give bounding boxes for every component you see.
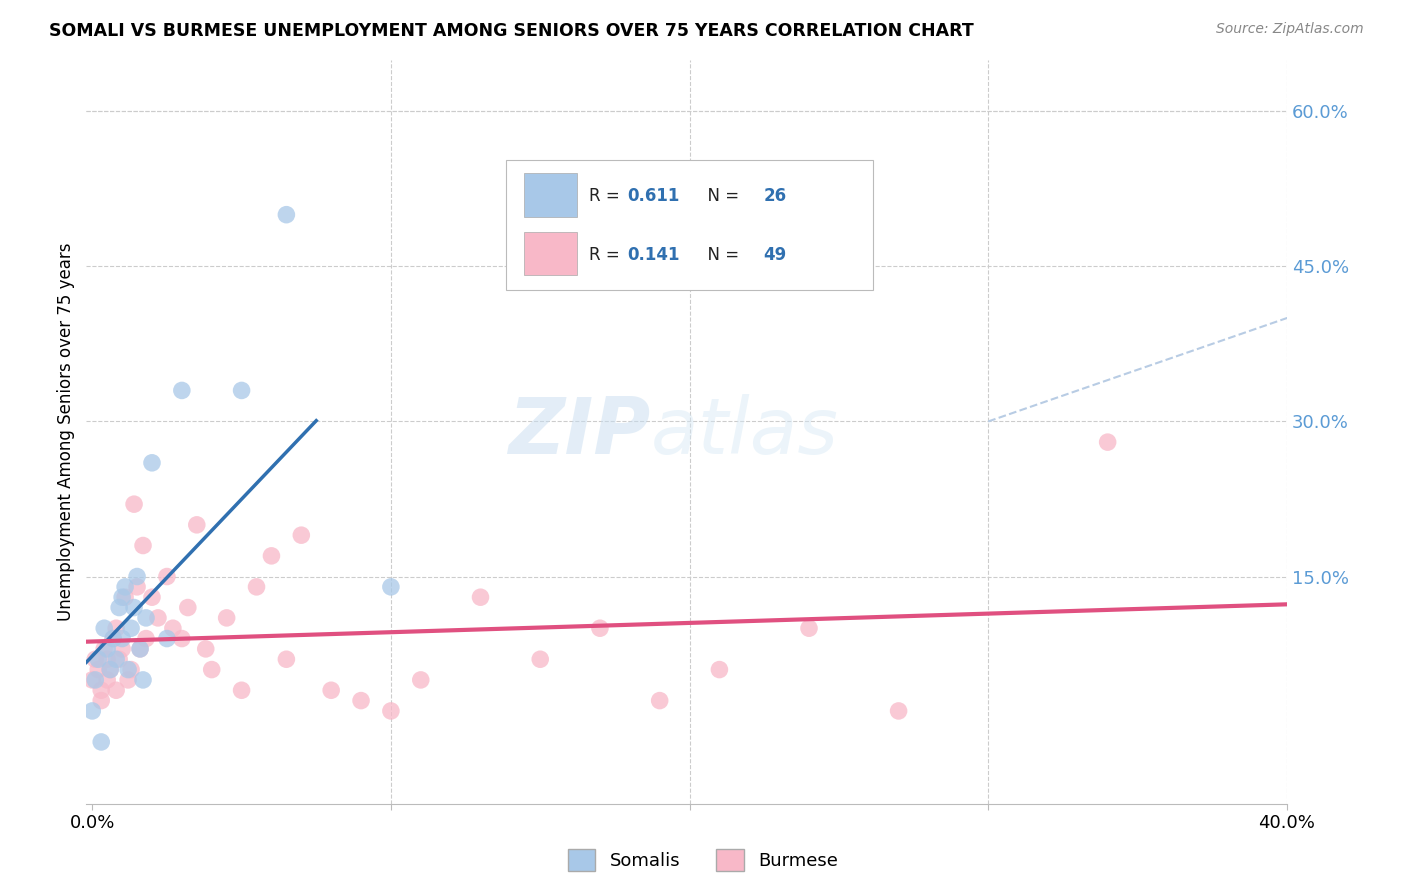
Point xyxy=(135,632,157,646)
Point xyxy=(129,641,152,656)
Point xyxy=(87,652,110,666)
Point xyxy=(98,663,121,677)
Point xyxy=(101,632,124,646)
Point xyxy=(129,641,152,656)
Point xyxy=(96,673,118,687)
Point xyxy=(105,621,128,635)
Point xyxy=(135,611,157,625)
Text: 26: 26 xyxy=(763,186,786,205)
Point xyxy=(105,652,128,666)
Text: 0.141: 0.141 xyxy=(627,245,681,264)
Point xyxy=(101,632,124,646)
Text: R =: R = xyxy=(589,245,626,264)
Point xyxy=(141,456,163,470)
FancyBboxPatch shape xyxy=(524,232,578,276)
FancyBboxPatch shape xyxy=(506,160,873,291)
Point xyxy=(132,673,155,687)
Text: SOMALI VS BURMESE UNEMPLOYMENT AMONG SENIORS OVER 75 YEARS CORRELATION CHART: SOMALI VS BURMESE UNEMPLOYMENT AMONG SEN… xyxy=(49,22,974,40)
Point xyxy=(146,611,169,625)
Text: atlas: atlas xyxy=(651,393,838,470)
Point xyxy=(125,569,148,583)
Point xyxy=(122,600,145,615)
Point xyxy=(177,600,200,615)
Point xyxy=(96,641,118,656)
Point xyxy=(186,517,208,532)
Text: N =: N = xyxy=(697,186,745,205)
Point xyxy=(120,621,142,635)
Point xyxy=(156,569,179,583)
Point xyxy=(84,652,107,666)
Point xyxy=(125,580,148,594)
Point xyxy=(380,580,402,594)
Point xyxy=(132,539,155,553)
Point xyxy=(797,621,820,635)
Point xyxy=(108,600,131,615)
Point xyxy=(409,673,432,687)
Point xyxy=(170,384,193,398)
Point xyxy=(122,497,145,511)
Point xyxy=(194,641,217,656)
Point xyxy=(82,704,104,718)
Point xyxy=(321,683,343,698)
Point xyxy=(111,641,134,656)
Point xyxy=(380,704,402,718)
Point xyxy=(201,663,224,677)
Point xyxy=(231,384,253,398)
Point xyxy=(276,208,298,222)
Point xyxy=(90,693,112,707)
Point xyxy=(260,549,283,563)
Point xyxy=(215,611,238,625)
Point xyxy=(117,663,139,677)
Point xyxy=(162,621,184,635)
Point xyxy=(111,632,134,646)
Point xyxy=(90,683,112,698)
Point xyxy=(84,673,107,687)
Point xyxy=(709,663,731,677)
Point xyxy=(276,652,298,666)
Point xyxy=(111,591,134,605)
Text: ZIP: ZIP xyxy=(509,393,651,470)
Point xyxy=(114,591,136,605)
Point xyxy=(90,735,112,749)
Text: 0.611: 0.611 xyxy=(627,186,681,205)
Point xyxy=(887,704,910,718)
Point xyxy=(470,591,492,605)
Point xyxy=(96,652,118,666)
Point xyxy=(98,663,121,677)
Point xyxy=(648,693,671,707)
Point xyxy=(1097,435,1119,450)
Point xyxy=(105,683,128,698)
Point xyxy=(117,673,139,687)
Y-axis label: Unemployment Among Seniors over 75 years: Unemployment Among Seniors over 75 years xyxy=(58,243,75,621)
Text: 49: 49 xyxy=(763,245,786,264)
Point xyxy=(589,621,612,635)
Point xyxy=(93,641,115,656)
Point xyxy=(114,580,136,594)
Point xyxy=(82,673,104,687)
Point xyxy=(529,652,551,666)
Point xyxy=(350,693,373,707)
Point xyxy=(156,632,179,646)
Text: R =: R = xyxy=(589,186,626,205)
Point xyxy=(120,663,142,677)
Point xyxy=(108,652,131,666)
Point xyxy=(87,663,110,677)
FancyBboxPatch shape xyxy=(524,173,578,218)
Point xyxy=(141,591,163,605)
Point xyxy=(290,528,312,542)
Point xyxy=(93,621,115,635)
Text: Source: ZipAtlas.com: Source: ZipAtlas.com xyxy=(1216,22,1364,37)
Legend: Somalis, Burmese: Somalis, Burmese xyxy=(561,842,845,879)
Point xyxy=(170,632,193,646)
Point xyxy=(231,683,253,698)
Text: N =: N = xyxy=(697,245,745,264)
Point xyxy=(245,580,267,594)
